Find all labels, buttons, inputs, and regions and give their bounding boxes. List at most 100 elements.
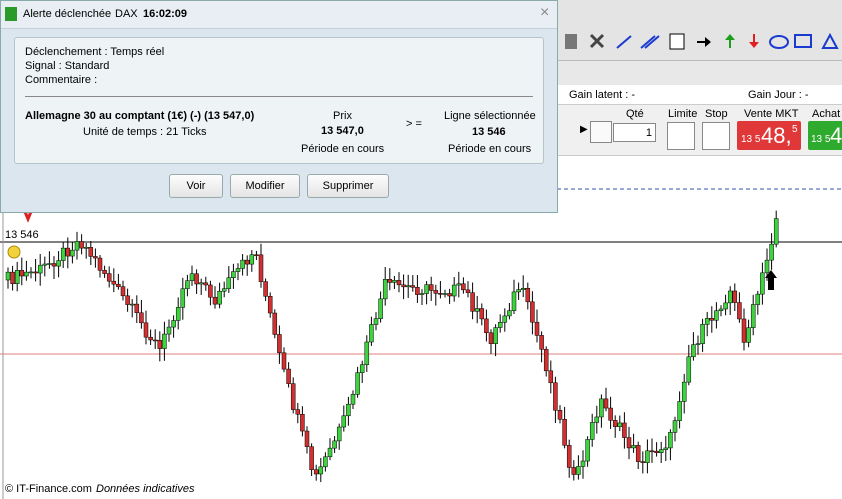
candle-body [654, 450, 659, 454]
dialog-time: 16:02:09 [143, 8, 188, 20]
info-line: Commentaire : [25, 74, 98, 86]
candle-body [658, 449, 664, 454]
candle-body [378, 298, 383, 319]
candle-body [88, 247, 94, 257]
buy-label: Achat [812, 108, 841, 120]
rect-icon[interactable] [794, 34, 812, 48]
limit-label: Limite [668, 108, 698, 120]
candle-body [323, 456, 328, 468]
candle-body [212, 296, 218, 305]
candle-body [300, 414, 305, 432]
candle-body [244, 259, 250, 265]
candle-body [277, 334, 282, 354]
candle-body [309, 446, 314, 470]
candle-body [171, 320, 176, 328]
candle-body [10, 271, 15, 284]
candle-body [185, 280, 190, 290]
text-icon[interactable] [669, 33, 685, 50]
candle-body [74, 241, 80, 251]
candle-body [635, 445, 641, 462]
candle-body [162, 333, 167, 349]
candle-body [336, 426, 342, 442]
candle-body [750, 304, 756, 328]
candle-body [502, 315, 508, 323]
alert-bell [7, 245, 21, 259]
candle-body [589, 422, 595, 440]
candle-body [497, 322, 503, 328]
candle-body [727, 290, 733, 304]
candle-body [28, 271, 34, 274]
candle-body [548, 370, 554, 384]
candle-body [47, 263, 52, 265]
arrow-icon[interactable] [697, 37, 711, 47]
info-line: Signal : Standard [25, 60, 110, 72]
candle-body [157, 340, 163, 349]
sell-button[interactable]: 13 5 48, 5 [737, 121, 801, 150]
edit-button[interactable]: Modifier [230, 174, 300, 198]
candle-body [585, 439, 590, 462]
candle-body [120, 286, 126, 297]
candle-body [612, 420, 618, 427]
stop-label: Stop [705, 108, 728, 120]
app-icon [5, 7, 17, 21]
limit-button[interactable] [667, 122, 695, 150]
sell-label: Vente MKT [744, 108, 799, 120]
buy-arrow-icon[interactable] [725, 34, 735, 48]
candle-body [226, 277, 232, 289]
buy-button[interactable]: 13 5 4 [808, 121, 842, 150]
candle-body [562, 419, 567, 446]
candle-body [700, 324, 705, 344]
candle-body [392, 280, 397, 283]
candle-body [470, 292, 475, 312]
candle-body [566, 445, 572, 468]
candle-body [649, 450, 655, 453]
stop-button[interactable] [702, 122, 730, 150]
candle-body [341, 415, 347, 428]
sell-arrow-icon[interactable] [749, 34, 759, 48]
candle-body [663, 447, 669, 450]
expand-arrow[interactable]: ▶ [580, 124, 588, 135]
candle-body [313, 469, 319, 475]
candle-body [373, 318, 379, 325]
candle-body [56, 260, 61, 267]
candle-body [304, 430, 310, 447]
view-button[interactable]: Voir [169, 174, 223, 198]
candle-body [631, 445, 636, 449]
trash-icon[interactable] [565, 34, 577, 49]
qty-input[interactable]: 1 [613, 123, 656, 142]
info-line: Déclenchement : Temps réel [25, 46, 165, 58]
ellipse-icon[interactable] [769, 35, 789, 49]
settings-button[interactable] [590, 121, 612, 143]
candle-body [369, 324, 374, 343]
candle-body [198, 282, 204, 285]
candle-body [286, 368, 291, 384]
candle-body [764, 259, 770, 274]
line-icons[interactable] [616, 35, 660, 49]
candle-body [493, 327, 498, 344]
candle-body [60, 247, 66, 261]
candle-body [332, 440, 337, 449]
candle-body [465, 289, 471, 293]
candle-body [488, 332, 494, 344]
triangle-icon[interactable] [821, 32, 839, 49]
price-label: Prix [333, 110, 352, 122]
sell-price-suffix: 5 [792, 124, 798, 135]
candle-body [410, 285, 416, 288]
candle-body [387, 279, 393, 283]
qty-label: Qté [626, 108, 644, 120]
candle-body [543, 349, 549, 372]
candle-body [760, 272, 765, 295]
candle-body [217, 290, 222, 305]
gain-jour: Gain Jour : - [748, 89, 809, 101]
tools-icon[interactable] [589, 33, 605, 49]
candle-body [272, 312, 278, 335]
candle-body [553, 382, 558, 411]
candle-body [19, 270, 25, 277]
candle-body [152, 339, 158, 342]
candle-body [42, 263, 48, 266]
close-button[interactable]: × [540, 4, 550, 21]
up-arrow-marker [765, 270, 777, 290]
candle-body [51, 263, 57, 267]
delete-button[interactable]: Supprimer [307, 174, 389, 198]
copyright: © IT-Finance.com [5, 483, 92, 495]
